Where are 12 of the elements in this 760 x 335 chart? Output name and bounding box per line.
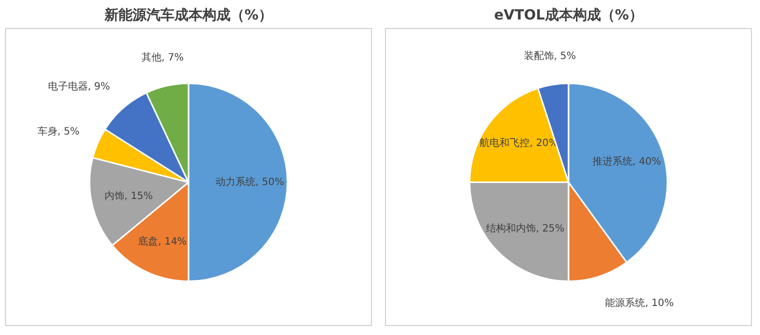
slice-label: 其他, 7%	[141, 52, 184, 64]
slice-label: 结构和内饰, 25%	[486, 222, 564, 234]
slice-label: 内饰, 15%	[104, 190, 153, 202]
slice-label: 车身, 5%	[37, 125, 80, 138]
slice-label: 底盘, 14%	[138, 235, 187, 248]
slice-label: 能源系统, 10%	[605, 296, 674, 309]
slice-label: 推进系统, 40%	[592, 155, 662, 168]
slice-label: 动力系统, 50%	[216, 176, 284, 188]
chart-title: eVTOL成本构成（%）	[494, 8, 643, 24]
chart-title: 新能源汽车成本构成（%）	[103, 6, 273, 24]
slice-label: 电子电器, 9%	[48, 80, 110, 92]
slice-label: 装配饰, 5%	[524, 50, 576, 62]
